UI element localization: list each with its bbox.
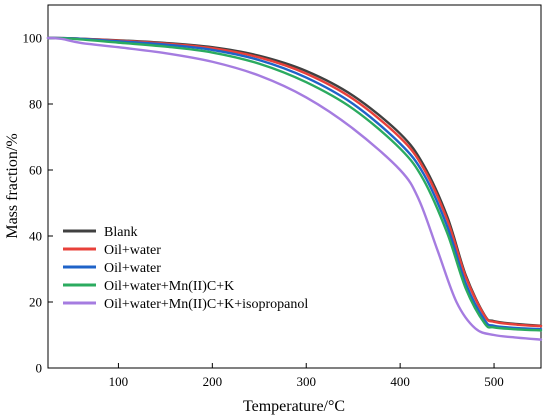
y-tick-label: 40 [29, 229, 42, 244]
series-line-5 [46, 36, 543, 341]
x-tick-label: 200 [203, 374, 223, 389]
x-tick-label: 400 [390, 374, 410, 389]
y-tick-label: 100 [23, 31, 43, 46]
legend-label: Oil+water+Mn(II)C+K+isopropanol [104, 297, 308, 312]
legend: Blank Oil+water Oil+water Oil+water+Mn(II)C… [63, 225, 308, 312]
plot-area-frame [47, 4, 542, 369]
y-tick-label: 80 [29, 97, 42, 112]
y-axis-label: Mass fraction/% [4, 133, 21, 238]
x-axis-label: Temperature/°C [243, 398, 345, 415]
legend-label: Blank [104, 225, 137, 240]
y-tick-label: 0 [36, 361, 43, 376]
x-tick-label: 300 [296, 374, 316, 389]
series-layer [46, 36, 543, 341]
x-tick-label: 500 [484, 374, 504, 389]
y-tick-label: 20 [29, 295, 42, 310]
legend-label: Oil+water [104, 243, 161, 258]
legend-label: Oil+water [104, 261, 161, 276]
y-tick-label: 60 [29, 163, 42, 178]
x-tick-label: 100 [109, 374, 129, 389]
axes: 100 200 300 400 500 0 20 40 60 80 100 [23, 31, 504, 390]
series-line-4 [46, 36, 543, 332]
series-line-3 [46, 36, 543, 331]
legend-label: Oil+water+Mn(II)C+K [104, 279, 234, 294]
